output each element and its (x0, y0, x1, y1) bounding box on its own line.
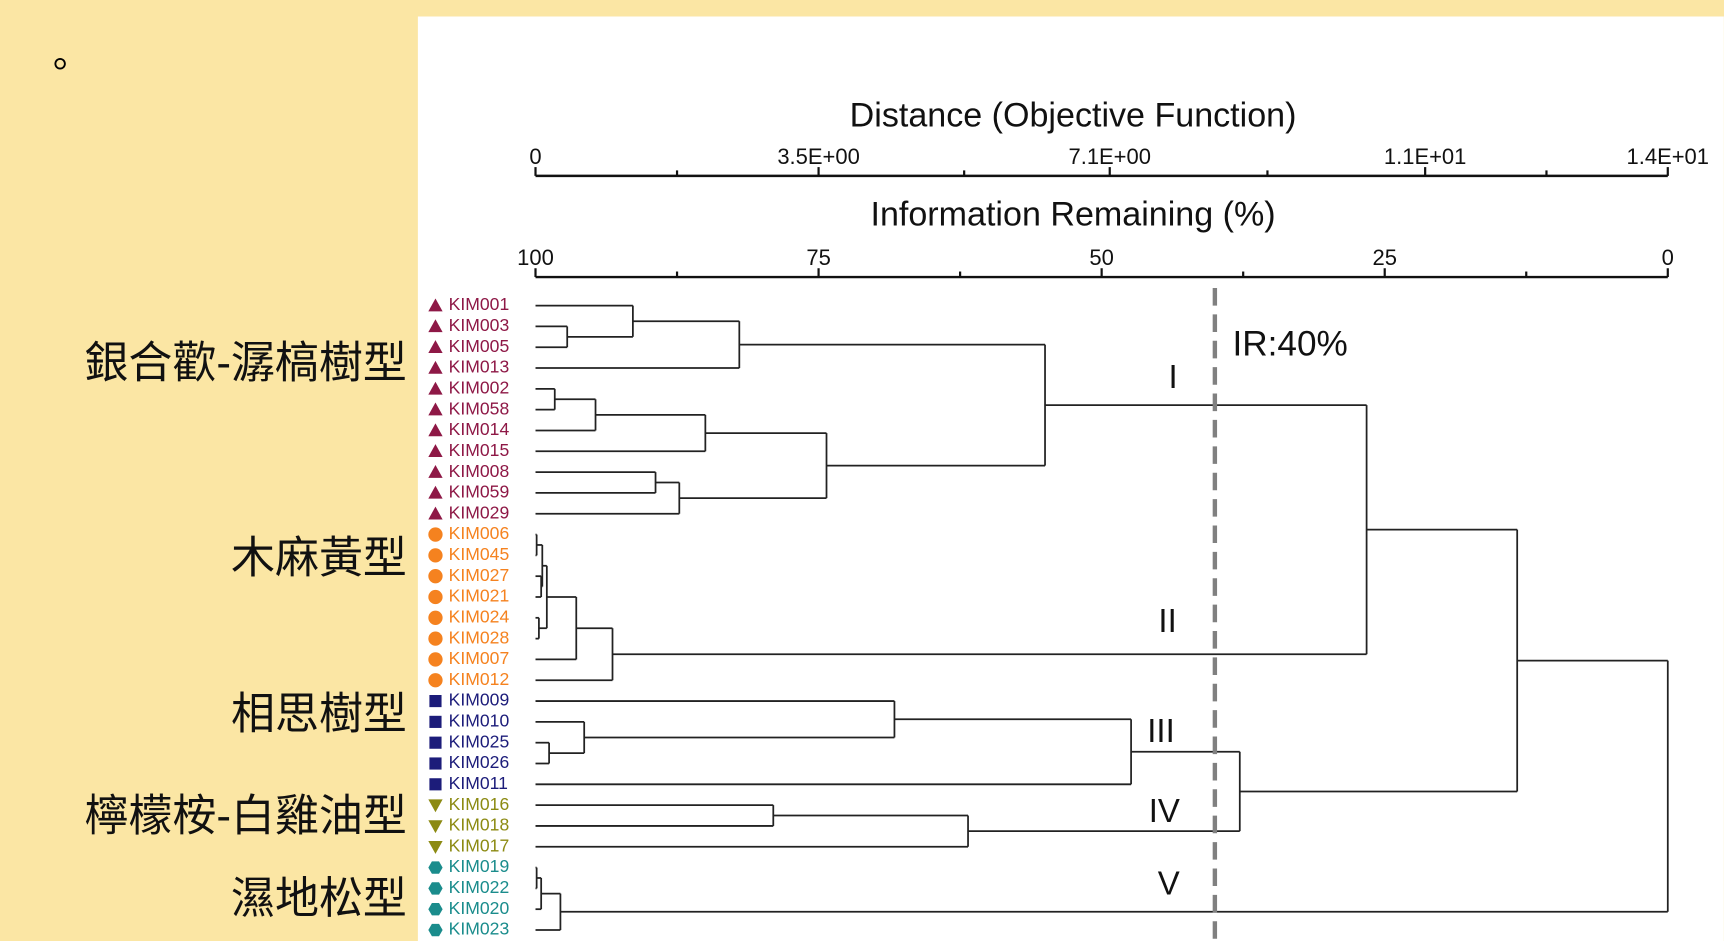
leaf-marker (428, 548, 443, 563)
cluster-numeral: IV (1149, 792, 1180, 829)
leaf-label: KIM010 (449, 711, 510, 731)
leaf-marker (428, 903, 443, 916)
leaf-label: KIM015 (449, 440, 510, 460)
leaf-label: KIM059 (449, 482, 510, 502)
leaf-marker (428, 527, 443, 542)
leaf-label: KIM023 (449, 919, 510, 939)
tick-label: 1.4E+01 (1627, 144, 1709, 169)
leaf-label: KIM018 (449, 815, 510, 835)
leaf-label: KIM007 (449, 648, 510, 668)
leaf-label: KIM058 (449, 398, 510, 418)
tick-label: 75 (806, 245, 830, 270)
leaf-marker (428, 381, 443, 395)
leaf-marker (428, 799, 443, 813)
leaf-marker (428, 360, 443, 374)
leaf-marker (428, 652, 443, 667)
leaf-marker (428, 610, 443, 625)
cluster-numeral: III (1147, 712, 1174, 749)
leaf-marker (428, 882, 443, 895)
leaf-marker (428, 464, 443, 478)
leaf-marker (429, 778, 442, 791)
tick-label: 1.1E+01 (1384, 144, 1466, 169)
cutoff-label: IR:40% (1232, 325, 1347, 364)
tick-label: 0 (1662, 245, 1674, 270)
leaf-marker (428, 444, 443, 458)
leaf-label: KIM026 (449, 752, 510, 772)
leaf-marker (428, 298, 443, 312)
leaf-marker (428, 423, 443, 437)
leaf-label: KIM013 (449, 357, 510, 377)
type-name: 銀合歡-潺槁樹型 (84, 339, 406, 388)
leaf-marker (428, 340, 443, 353)
leaf-marker (428, 631, 443, 646)
leaf-label: KIM020 (449, 898, 510, 918)
leaf-label: KIM027 (449, 565, 510, 585)
leaf-marker (428, 923, 443, 937)
type-name: 濕地松型 (231, 874, 407, 923)
leaf-label: KIM003 (449, 315, 510, 335)
leaf-label: KIM017 (449, 835, 510, 855)
leaf-marker (428, 820, 443, 834)
leaf-label: KIM009 (449, 690, 510, 710)
type-name: 檸檬桉-白雞油型 (84, 792, 406, 841)
leaf-label: KIM019 (449, 856, 510, 876)
leaf-label: KIM012 (449, 669, 510, 689)
tick-label: 7.1E+00 (1069, 144, 1151, 169)
leaf-marker (428, 402, 443, 416)
distance-axis-title: Distance (Objective Function) (850, 97, 1297, 135)
leaf-marker (428, 589, 443, 605)
leaf-label: KIM001 (449, 294, 510, 314)
tick-label: 3.5E+00 (777, 144, 859, 169)
chart-panel (417, 16, 1724, 941)
leaf-marker (428, 673, 443, 688)
leaf-marker (428, 485, 443, 499)
cluster-numeral: V (1158, 865, 1180, 902)
information-axis-title: Information Remaining (%) (871, 196, 1276, 234)
leaf-label: KIM005 (449, 336, 510, 356)
tick-label: 50 (1089, 245, 1113, 270)
leaf-label: KIM014 (449, 419, 510, 439)
tick-label: 25 (1372, 245, 1396, 270)
leaf-marker (429, 757, 442, 770)
leaf-marker (429, 736, 442, 749)
leaf-label: KIM045 (449, 544, 510, 564)
type-name: 相思樹型 (231, 689, 407, 738)
leaf-label: KIM029 (449, 502, 510, 522)
leaf-label: KIM006 (449, 523, 510, 543)
cluster-numeral: I (1169, 358, 1178, 395)
leaf-marker (429, 715, 442, 728)
leaf-label: KIM008 (449, 461, 510, 481)
leaf-marker (428, 861, 443, 874)
type-name: 木麻黃型 (231, 533, 407, 582)
leaf-label: KIM016 (449, 794, 510, 814)
leaf-label: KIM022 (449, 877, 510, 897)
leaf-marker (428, 841, 443, 854)
leaf-label: KIM002 (449, 377, 510, 397)
cluster-numeral: II (1158, 602, 1176, 639)
bullet: 。 (53, 33, 90, 75)
tick-label: 0 (529, 144, 541, 169)
leaf-label: KIM024 (449, 606, 510, 626)
leaf-label: KIM025 (449, 731, 510, 751)
leaf-label: KIM028 (449, 627, 510, 647)
leaf-marker (429, 694, 442, 708)
leaf-label: KIM021 (449, 586, 510, 606)
tick-label: 100 (517, 245, 554, 270)
leaf-marker (428, 319, 443, 333)
leaf-marker (428, 506, 443, 520)
leaf-marker (428, 569, 443, 584)
leaf-label: KIM011 (449, 773, 508, 793)
